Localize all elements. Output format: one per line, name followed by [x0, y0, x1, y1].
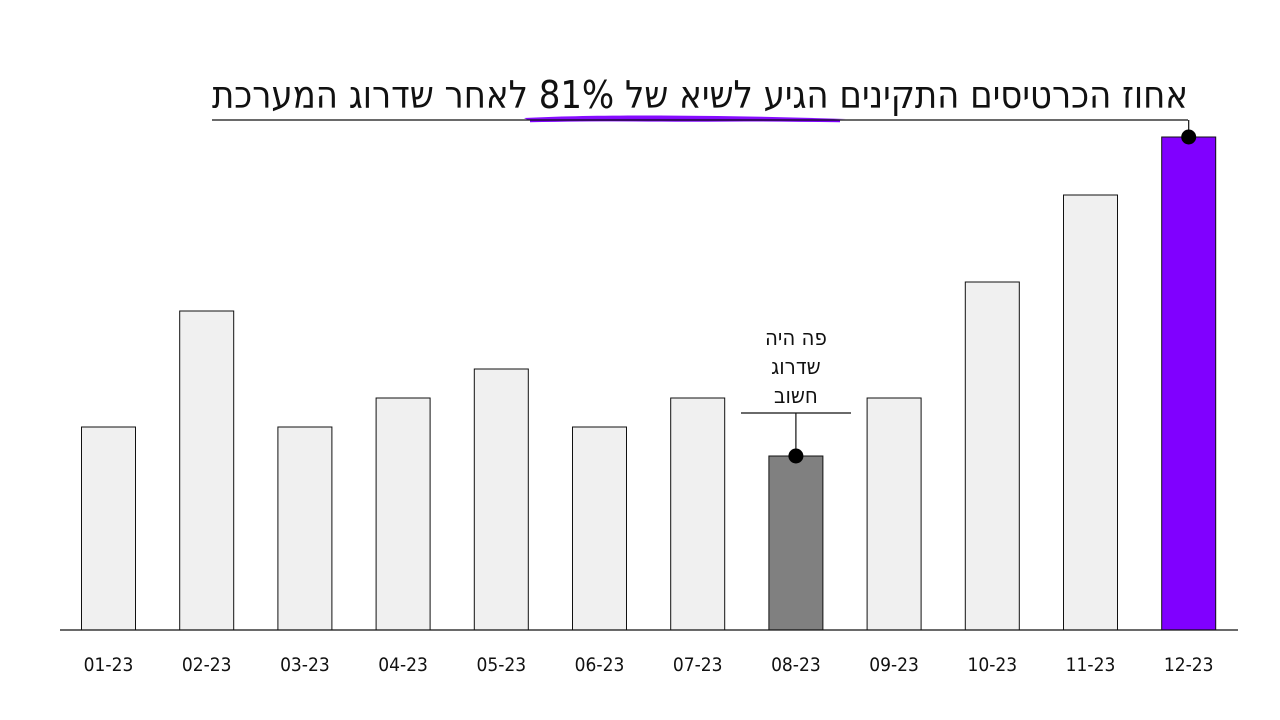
bar-08-23	[768, 455, 824, 631]
bar-01-23	[81, 426, 136, 631]
x-tick-label: 03-23	[280, 654, 330, 676]
annotation-text-line: פה היה	[765, 326, 827, 351]
bar-03-23	[277, 426, 333, 631]
bar-05-23	[473, 368, 529, 631]
x-tick-label: 01-23	[84, 654, 134, 676]
annotation-text-line: שדרוג	[771, 355, 821, 380]
bars	[81, 136, 1217, 631]
annotation-dot	[1181, 129, 1197, 145]
annotation-dot	[788, 448, 804, 464]
x-tick-label: 09-23	[869, 654, 919, 676]
x-tick-label: 10-23	[967, 654, 1017, 676]
x-tick-label: 11-23	[1066, 654, 1116, 676]
bar-10-23	[964, 281, 1020, 631]
x-tick-label: 08-23	[771, 654, 821, 676]
bar-06-23	[572, 426, 627, 631]
x-tick-label: 06-23	[575, 654, 625, 676]
x-tick-label: 05-23	[476, 654, 526, 676]
bar-04-23	[375, 397, 431, 631]
bar-02-23	[179, 310, 235, 631]
x-tick-label: 04-23	[378, 654, 428, 676]
annotation-text-line: חשוב	[774, 384, 818, 409]
annotations: פה היה שדרוג חשוב	[741, 120, 1197, 464]
x-axis-ticks: 01-23 02-23 03-23 04-23 05-23 06-23 07-23 08-23…	[84, 654, 1214, 676]
x-tick-label: 02-23	[182, 654, 232, 676]
bar-11-23	[1063, 194, 1118, 631]
bar-12-23	[1161, 136, 1217, 631]
x-tick-label: 07-23	[673, 654, 723, 676]
bar-09-23	[866, 397, 922, 631]
chart-title: אחוז הכרטיסים התקינים הגיע לשיא של 81% ל…	[212, 73, 1188, 117]
x-tick-label: 12-23	[1164, 654, 1214, 676]
bar-07-23	[670, 397, 726, 631]
